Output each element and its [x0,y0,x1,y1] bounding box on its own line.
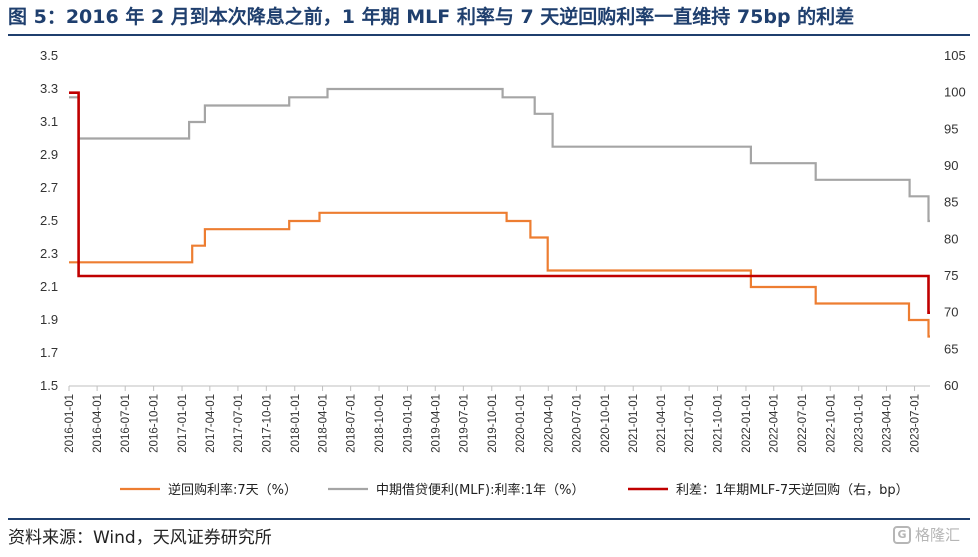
x-tick-label: 2016-01-01 [64,394,76,453]
x-tick-label: 2022-07-01 [797,394,809,453]
x-tick-label: 2017-07-01 [233,394,245,453]
x-tick-label: 2017-10-01 [261,394,273,453]
y-left-tick-label: 3.1 [40,114,58,129]
series-line-1 [69,211,930,338]
figure-title: 图 5：2016 年 2 月到本次降息之前，1 年期 MLF 利率与 7 天逆回… [8,6,855,28]
series-line-2 [69,87,930,223]
y-left-tick-label: 2.1 [40,279,58,294]
y-right-tick-label: 85 [944,195,958,210]
y-right-tick-label: 70 [944,305,958,320]
x-tick-label: 2020-10-01 [600,394,612,453]
watermark-text: 格隆汇 [914,526,960,544]
y-left-tick-label: 1.7 [40,345,58,360]
watermark: G 格隆汇 [892,524,960,545]
x-tick-label: 2016-07-01 [120,394,132,453]
y-right-tick-label: 65 [944,341,958,356]
x-tick-label: 2019-04-01 [430,394,442,453]
legend-label-3: 利差：1年期MLF-7天逆回购（右，bp） [676,482,909,498]
x-tick-label: 2022-10-01 [825,394,837,453]
x-tick-label: 2020-01-01 [515,394,527,453]
x-tick-label: 2020-04-01 [543,394,555,453]
y-left-tick-label: 2.7 [40,180,58,195]
title-rule [8,34,970,36]
x-tick-label: 2018-01-01 [290,394,302,453]
source-note: 资料来源：Wind，天风证券研究所 [8,528,272,548]
y-right-tick-label: 105 [944,48,966,63]
series-line-3 [69,91,930,314]
y-right-tick-label: 75 [944,268,958,283]
watermark-logo-icon: G [892,525,911,544]
x-tick-label: 2017-04-01 [205,394,217,453]
y-right-tick-label: 95 [944,121,958,136]
y-left-tick-label: 2.3 [40,246,58,261]
line-chart: 1.5 1.7 1.9 2.1 2.3 2.5 2.7 2.9 3.1 3.3 3.5 60 65 70 7… [40,48,966,498]
footer-rule [8,518,970,520]
x-tick-label: 2019-10-01 [487,394,499,453]
x-tick-label: 2021-07-01 [684,394,696,453]
y-left-tick-label: 2.5 [40,213,58,228]
y-left-tick-label: 2.9 [40,147,58,162]
x-tick-label: 2022-01-01 [741,394,753,453]
y-right-tick-label: 90 [944,158,958,173]
x-tick-label: 2021-01-01 [628,394,640,453]
x-tick-label: 2020-07-01 [571,394,583,453]
y-left-tick-label: 1.5 [40,378,58,393]
y-left-tick-label: 3.5 [40,48,58,63]
x-tick-label: 2023-04-01 [881,394,893,453]
x-tick-label: 2018-07-01 [346,394,358,453]
y-right-tick-label: 100 [944,85,966,100]
y-right-tick-label: 80 [944,231,958,246]
x-tick-label: 2017-01-01 [177,394,189,453]
y-left-tick-label: 1.9 [40,312,58,327]
legend-label-1: 逆回购利率:7天（%） [168,482,297,498]
x-tick-label: 2021-04-01 [656,394,668,453]
x-tick-label: 2021-10-01 [713,394,725,453]
x-tick-label: 2018-10-01 [374,394,386,453]
y-left-tick-label: 3.3 [40,81,58,96]
x-tick-label: 2022-04-01 [769,394,781,453]
x-tick-label: 2023-01-01 [854,394,866,453]
x-tick-label: 2018-04-01 [318,394,330,453]
legend-label-2: 中期借贷便利(MLF):利率:1年（%） [376,482,584,498]
x-tick-label: 2016-04-01 [92,394,104,453]
x-tick-label: 2023-07-01 [910,394,922,453]
x-tick-label: 2019-01-01 [402,394,414,453]
y-right-tick-label: 60 [944,378,958,393]
x-tick-label: 2016-10-01 [149,394,161,453]
x-tick-label: 2019-07-01 [458,394,470,453]
